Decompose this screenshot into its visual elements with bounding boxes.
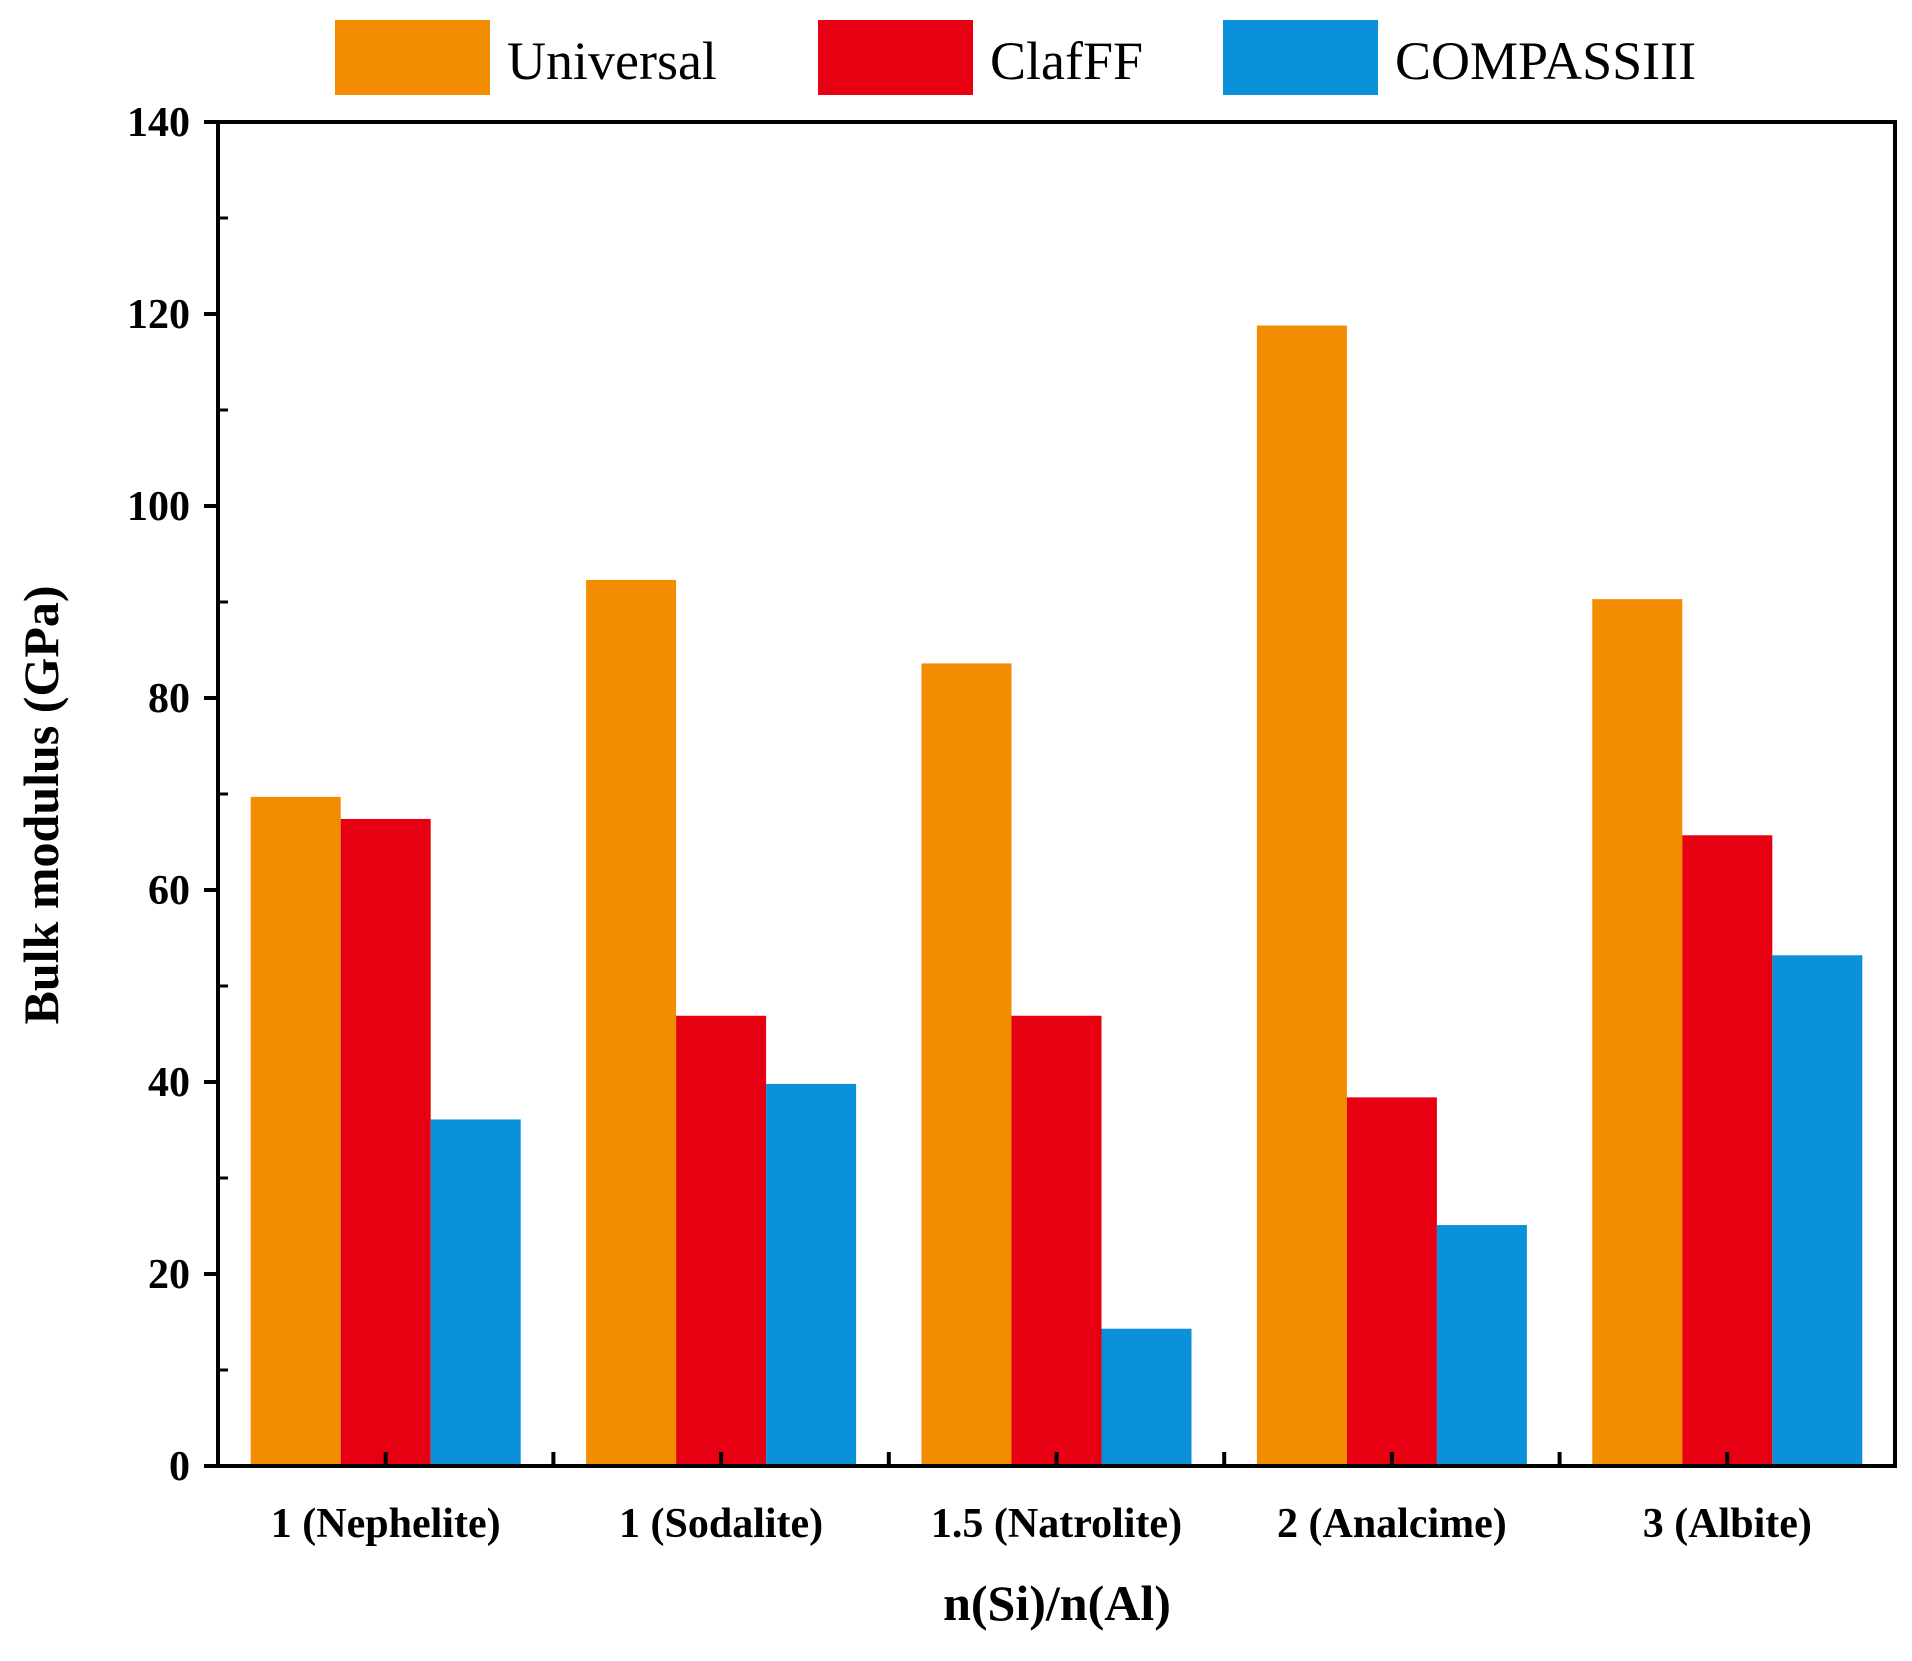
x-category-label: 1 (Sodalite) <box>619 1501 823 1547</box>
y-tick-label: 20 <box>148 1252 190 1298</box>
legend-label-compassiii: COMPASSIII <box>1395 31 1696 91</box>
y-tick-label: 120 <box>127 292 190 338</box>
y-tick-label: 0 <box>169 1444 190 1490</box>
bar-universal-3 <box>921 663 1012 1466</box>
legend-label-clafff: ClafFF <box>990 31 1143 91</box>
x-category-label: 3 (Albite) <box>1643 1501 1812 1547</box>
bar-compassiii-3 <box>1101 1328 1192 1466</box>
y-tick-label: 140 <box>127 100 190 146</box>
y-tick-label: 40 <box>148 1060 190 1106</box>
bar-compassiii-4 <box>1436 1225 1527 1466</box>
legend-swatch-compassiii <box>1223 20 1378 95</box>
x-category-label: 1 (Nephelite) <box>271 1501 501 1547</box>
bars-group <box>250 325 1863 1466</box>
bar-clafff-3 <box>1011 1015 1102 1466</box>
y-tick-label: 100 <box>127 484 190 530</box>
bar-clafff-1 <box>340 818 431 1466</box>
bar-clafff-4 <box>1346 1097 1437 1466</box>
y-axis-title: Bulk modulus (GPa) <box>13 585 69 1024</box>
bar-clafff-2 <box>676 1015 767 1466</box>
axes-group: 0 20 40 60 80 100 120 140 1 (Nephelite) 1 (Sodali… <box>127 100 1897 1547</box>
bar-compassiii-2 <box>766 1083 857 1466</box>
bar-clafff-5 <box>1682 835 1773 1466</box>
x-category-label: 2 (Analcime) <box>1277 1501 1507 1547</box>
bar-compassiii-1 <box>430 1119 521 1466</box>
x-axis-title: n(Si)/n(Al) <box>943 1575 1171 1631</box>
legend-swatch-universal <box>335 20 490 95</box>
y-tick-label: 60 <box>148 868 190 914</box>
y-tick-label: 80 <box>148 676 190 722</box>
bar-universal-4 <box>1256 325 1347 1466</box>
legend-swatch-clafff <box>818 20 973 95</box>
legend: Universal ClafFF COMPASSIII <box>335 20 1696 95</box>
bar-compassiii-5 <box>1772 955 1863 1466</box>
bar-universal-5 <box>1592 599 1683 1466</box>
x-category-label: 1.5 (Natrolite) <box>931 1501 1182 1547</box>
legend-label-universal: Universal <box>507 31 717 91</box>
bar-universal-2 <box>586 579 677 1466</box>
bar-universal-1 <box>250 796 341 1466</box>
